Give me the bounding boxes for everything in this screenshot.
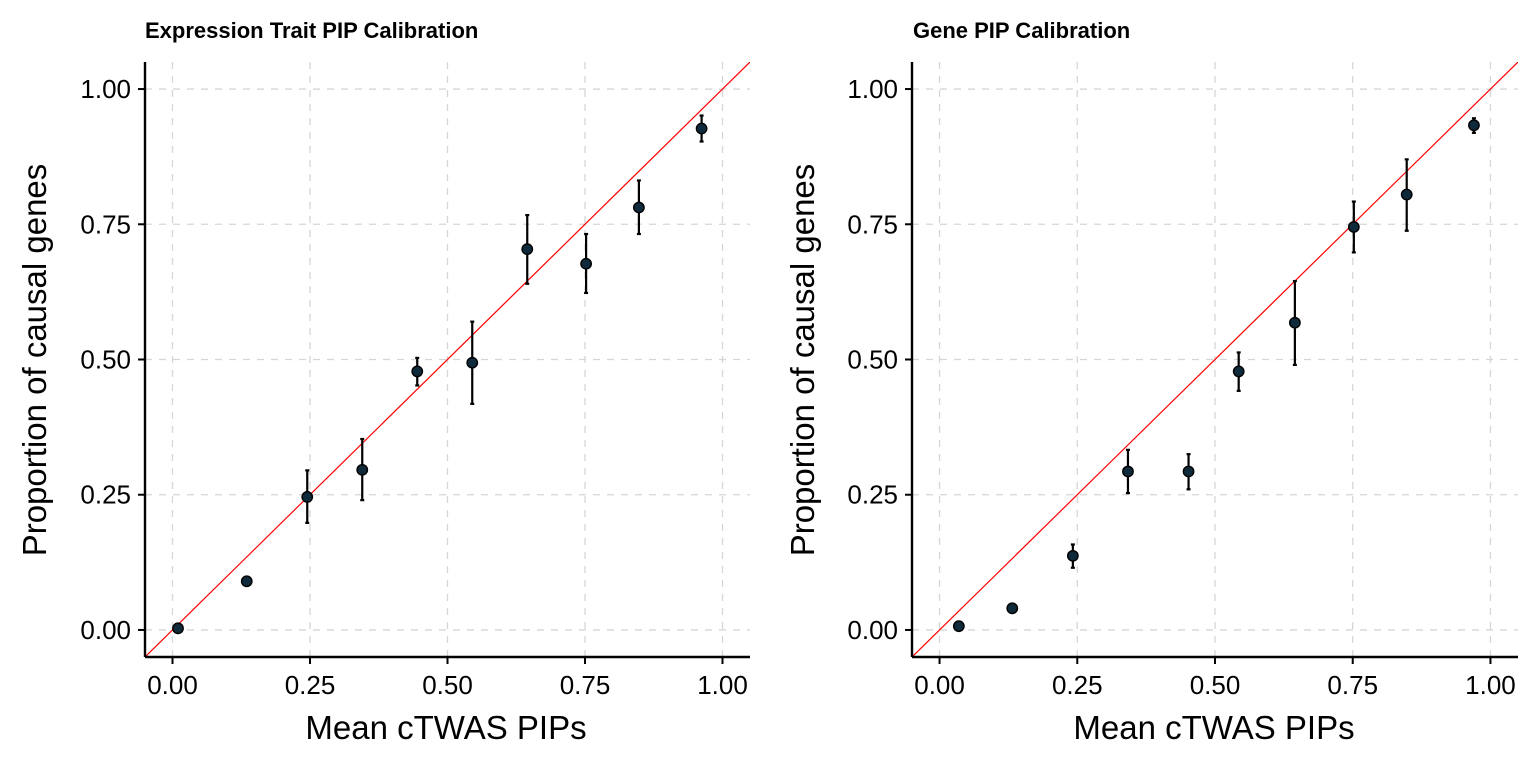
x-axis-title: Mean cTWAS PIPs (1073, 709, 1354, 746)
y-tick-label: 0.75 (847, 209, 898, 239)
data-point (580, 257, 592, 270)
data-point (1232, 365, 1245, 378)
y-tick-label: 1.00 (847, 74, 898, 104)
x-tick-label: 1.00 (697, 670, 748, 700)
x-tick-label: 0.25 (285, 670, 336, 700)
expression-trait-calibration-panel: Expression Trait PIP Calibration Mean cT… (16, 18, 750, 746)
data-point (1288, 316, 1301, 329)
data-point (1400, 188, 1413, 201)
y-tick-label: 0.50 (847, 345, 898, 375)
data-point (521, 243, 534, 256)
data-point (1468, 119, 1480, 132)
reference-line (145, 62, 750, 657)
data-point (240, 575, 253, 588)
data-point (301, 490, 314, 503)
x-axis-title: Mean cTWAS PIPs (305, 709, 586, 746)
y-tick-label: 1.00 (80, 74, 131, 104)
y-tick-label: 0.50 (80, 345, 131, 375)
reference-line (912, 62, 1518, 657)
y-tick-label: 0.25 (80, 480, 131, 510)
data-point (1066, 549, 1079, 562)
data-point (1347, 221, 1360, 233)
y-tick-label: 0.00 (847, 615, 898, 645)
x-tick-label: 0.50 (422, 670, 473, 700)
x-tick-label: 0.75 (560, 670, 611, 700)
y-axis-title: Proportion of causal genes (16, 164, 53, 557)
data-point (411, 365, 424, 378)
gene-calibration-panel: Gene PIP Calibration Mean cTWAS PIPs Pro… (784, 18, 1518, 746)
data-point (952, 620, 965, 633)
x-tick-label: 0.00 (147, 670, 198, 700)
data-point (356, 463, 369, 476)
data-point (172, 622, 184, 635)
data-point (466, 356, 479, 369)
data-point (1122, 465, 1134, 478)
x-tick-label: 0.50 (1190, 670, 1241, 700)
y-tick-label: 0.25 (847, 480, 898, 510)
panel-title: Expression Trait PIP Calibration (145, 18, 478, 43)
data-point (1006, 602, 1019, 615)
data-point (1182, 465, 1195, 478)
y-axis-title: Proportion of causal genes (784, 164, 821, 557)
data-point (695, 122, 708, 135)
panel-title: Gene PIP Calibration (913, 18, 1130, 43)
x-tick-label: 0.00 (914, 670, 965, 700)
data-point (633, 201, 645, 214)
x-tick-label: 0.25 (1052, 670, 1103, 700)
y-tick-label: 0.75 (80, 209, 131, 239)
x-tick-label: 0.75 (1327, 670, 1378, 700)
x-tick-label: 1.00 (1465, 670, 1516, 700)
y-tick-label: 0.00 (80, 615, 131, 645)
